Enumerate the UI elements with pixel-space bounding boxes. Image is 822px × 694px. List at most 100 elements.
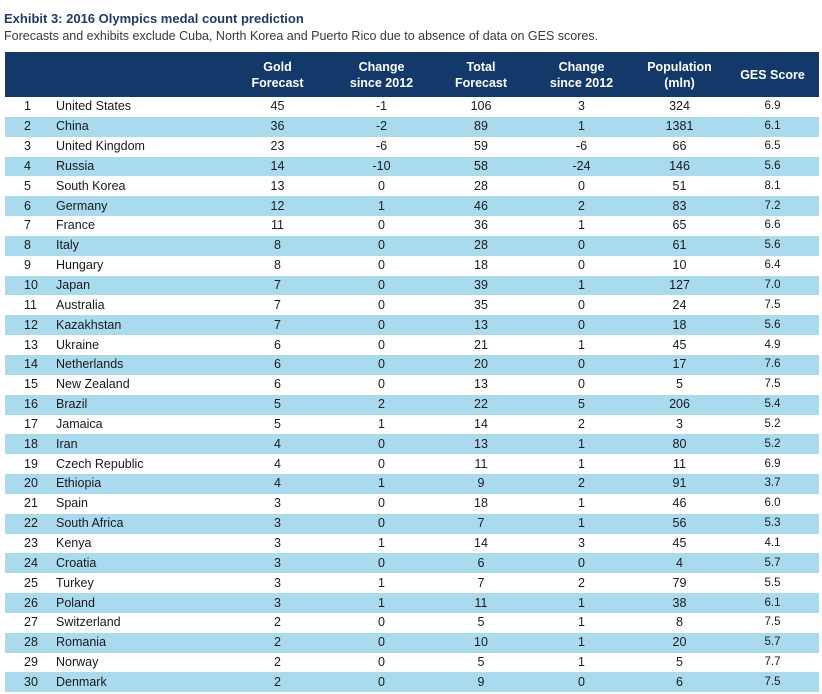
cell-population: 127 [633,275,726,296]
table-row: 29 Norway 2 0 5 1 5 7.7 [5,652,819,673]
cell-rank: 16 [5,394,54,415]
cell-gold-change: -1 [331,97,432,117]
cell-rank: 11 [5,295,54,316]
cell-total-forecast: 7 [432,573,530,594]
cell-total-change: 0 [530,374,633,395]
cell-gold-change: -6 [331,136,432,157]
cell-gold-change: 1 [331,474,432,494]
cell-total-forecast: 14 [432,414,530,435]
cell-gold-forecast: 3 [224,493,331,514]
cell-rank: 9 [5,255,54,276]
cell-population: 45 [633,533,726,554]
cell-gold-forecast: 13 [224,176,331,197]
cell-ges-score: 6.6 [726,216,819,236]
header-gold-change: Change since 2012 [331,52,432,97]
cell-gold-forecast: 2 [224,672,331,693]
cell-total-change: 0 [530,295,633,316]
cell-country: United Kingdom [54,136,224,157]
cell-country: Spain [54,493,224,514]
table-row: 30 Denmark 2 0 9 0 6 7.5 [5,672,819,693]
cell-ges-score: 6.0 [726,493,819,514]
cell-rank: 5 [5,176,54,197]
cell-country: Czech Republic [54,454,224,475]
cell-gold-forecast: 4 [224,454,331,475]
header-total-change: Change since 2012 [530,52,633,97]
cell-ges-score: 6.5 [726,136,819,157]
cell-total-forecast: 36 [432,216,530,236]
cell-gold-change: 0 [331,216,432,236]
header-population-line2: (mln) [664,75,695,90]
cell-gold-change: 1 [331,533,432,554]
cell-population: 45 [633,335,726,355]
cell-total-forecast: 13 [432,374,530,395]
cell-rank: 24 [5,553,54,574]
table-row: 17 Jamaica 5 1 14 2 3 5.2 [5,414,819,435]
cell-country: Italy [54,235,224,256]
header-total-forecast: Total Forecast [432,52,530,97]
cell-ges-score: 7.6 [726,354,819,375]
cell-country: Russia [54,156,224,177]
cell-total-change: 0 [530,235,633,256]
cell-rank: 19 [5,454,54,475]
table-row: 1 United States 45 -1 106 3 324 6.9 [5,97,819,117]
cell-gold-change: 0 [331,235,432,256]
cell-total-change: 0 [530,255,633,276]
cell-rank: 20 [5,474,54,494]
cell-gold-change: 0 [331,454,432,475]
table-row: 13 Ukraine 6 0 21 1 45 4.9 [5,335,819,355]
cell-ges-score: 5.3 [726,513,819,534]
cell-gold-forecast: 6 [224,335,331,355]
cell-gold-change: 0 [331,295,432,316]
cell-gold-forecast: 14 [224,156,331,177]
cell-rank: 25 [5,573,54,594]
exhibit-title: Exhibit 3: 2016 Olympics medal count pre… [4,11,304,26]
cell-country: Switzerland [54,612,224,633]
cell-total-change: 1 [530,275,633,296]
cell-country: Jamaica [54,414,224,435]
cell-total-change: 1 [530,612,633,633]
cell-population: 24 [633,295,726,316]
cell-total-forecast: 20 [432,354,530,375]
cell-gold-change: 0 [331,672,432,693]
cell-gold-change: 0 [331,513,432,534]
cell-total-change: 0 [530,553,633,574]
cell-total-forecast: 10 [432,632,530,653]
header-gold-change-line1: Change [358,59,405,74]
cell-country: Iran [54,434,224,455]
cell-total-forecast: 21 [432,335,530,355]
header-total-forecast-line1: Total [466,59,496,74]
cell-gold-change: 0 [331,612,432,633]
cell-total-change: 2 [530,196,633,217]
cell-gold-forecast: 7 [224,275,331,296]
cell-country: Netherlands [54,354,224,375]
cell-total-change: 1 [530,593,633,613]
cell-rank: 4 [5,156,54,177]
cell-ges-score: 8.1 [726,176,819,197]
cell-population: 6 [633,672,726,693]
cell-country: South Korea [54,176,224,197]
cell-gold-forecast: 3 [224,553,331,574]
table-row: 16 Brazil 5 2 22 5 206 5.4 [5,394,819,415]
header-total-change-line2: since 2012 [549,75,614,90]
cell-total-change: 1 [530,513,633,534]
table-row: 21 Spain 3 0 18 1 46 6.0 [5,493,819,514]
cell-gold-forecast: 6 [224,374,331,395]
cell-gold-forecast: 4 [224,474,331,494]
cell-rank: 6 [5,196,54,217]
cell-ges-score: 7.7 [726,652,819,673]
cell-rank: 23 [5,533,54,554]
cell-rank: 13 [5,335,54,355]
cell-ges-score: 5.4 [726,394,819,415]
cell-rank: 28 [5,632,54,653]
cell-total-change: 1 [530,454,633,475]
cell-total-forecast: 106 [432,97,530,117]
cell-total-forecast: 13 [432,315,530,336]
table-row: 22 South Africa 3 0 7 1 56 5.3 [5,513,819,534]
table-row: 4 Russia 14 -10 58 -24 146 5.6 [5,156,819,177]
cell-population: 38 [633,593,726,613]
cell-gold-change: 0 [331,374,432,395]
cell-gold-change: 0 [331,493,432,514]
cell-rank: 15 [5,374,54,395]
cell-ges-score: 7.5 [726,672,819,693]
cell-gold-forecast: 36 [224,116,331,137]
